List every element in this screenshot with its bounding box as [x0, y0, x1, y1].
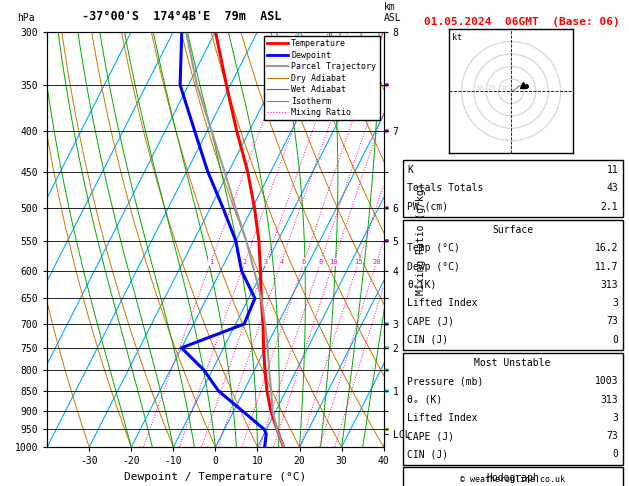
Text: 16.2: 16.2 [595, 243, 618, 253]
Text: CIN (J): CIN (J) [407, 335, 448, 345]
Text: 10: 10 [500, 85, 508, 91]
Text: Most Unstable: Most Unstable [474, 358, 551, 368]
Text: 11.7: 11.7 [595, 261, 618, 272]
Text: 20: 20 [372, 259, 381, 265]
Text: 3: 3 [613, 298, 618, 308]
Text: 1003: 1003 [595, 376, 618, 386]
Text: © weatheronline.co.uk: © weatheronline.co.uk [460, 474, 565, 484]
Text: Lifted Index: Lifted Index [407, 298, 477, 308]
Text: 6: 6 [302, 259, 306, 265]
Text: Surface: Surface [492, 225, 533, 235]
Text: Temp (°C): Temp (°C) [407, 243, 460, 253]
Text: PW (cm): PW (cm) [407, 202, 448, 211]
Text: 10: 10 [330, 259, 338, 265]
Text: 15: 15 [354, 259, 363, 265]
Text: Totals Totals: Totals Totals [407, 183, 483, 193]
Bar [403, 220, 623, 350]
Text: 313: 313 [601, 280, 618, 290]
Text: 3: 3 [613, 413, 618, 423]
Text: 3: 3 [264, 259, 268, 265]
Text: 313: 313 [601, 395, 618, 405]
Text: Hodograph: Hodograph [486, 473, 539, 483]
Text: 8: 8 [318, 259, 323, 265]
Text: CAPE (J): CAPE (J) [407, 431, 454, 441]
Text: θₑ(K): θₑ(K) [407, 280, 437, 290]
Text: Lifted Index: Lifted Index [407, 413, 477, 423]
Text: 1: 1 [209, 259, 213, 265]
Text: Pressure (mb): Pressure (mb) [407, 376, 483, 386]
Text: 0: 0 [613, 335, 618, 345]
Text: 30: 30 [475, 85, 484, 91]
Text: θₑ (K): θₑ (K) [407, 395, 442, 405]
Text: 73: 73 [606, 316, 618, 327]
Text: 43: 43 [606, 183, 618, 193]
Text: km
ASL: km ASL [384, 1, 401, 23]
Text: 2.1: 2.1 [601, 202, 618, 211]
Text: 4: 4 [279, 259, 284, 265]
Text: 11: 11 [606, 165, 618, 175]
Bar [403, 159, 623, 217]
Legend: Temperature, Dewpoint, Parcel Trajectory, Dry Adiabat, Wet Adiabat, Isotherm, Mi: Temperature, Dewpoint, Parcel Trajectory… [264, 36, 379, 121]
Text: CIN (J): CIN (J) [407, 450, 448, 459]
Bar [403, 468, 623, 486]
Text: 20: 20 [487, 85, 496, 91]
Bar [403, 353, 623, 465]
Text: kt: kt [452, 33, 462, 42]
Text: Dewp (°C): Dewp (°C) [407, 261, 460, 272]
X-axis label: Dewpoint / Temperature (°C): Dewpoint / Temperature (°C) [125, 472, 306, 482]
Text: 0: 0 [613, 450, 618, 459]
Text: 2: 2 [243, 259, 247, 265]
Text: 01.05.2024  06GMT  (Base: 06): 01.05.2024 06GMT (Base: 06) [424, 17, 620, 27]
Text: 73: 73 [606, 431, 618, 441]
Text: K: K [407, 165, 413, 175]
Text: CAPE (J): CAPE (J) [407, 316, 454, 327]
Y-axis label: Mixing Ratio (g/kg): Mixing Ratio (g/kg) [416, 184, 426, 295]
Text: -37°00'S  174°4B'E  79m  ASL: -37°00'S 174°4B'E 79m ASL [82, 10, 282, 23]
Text: hPa: hPa [17, 13, 35, 23]
